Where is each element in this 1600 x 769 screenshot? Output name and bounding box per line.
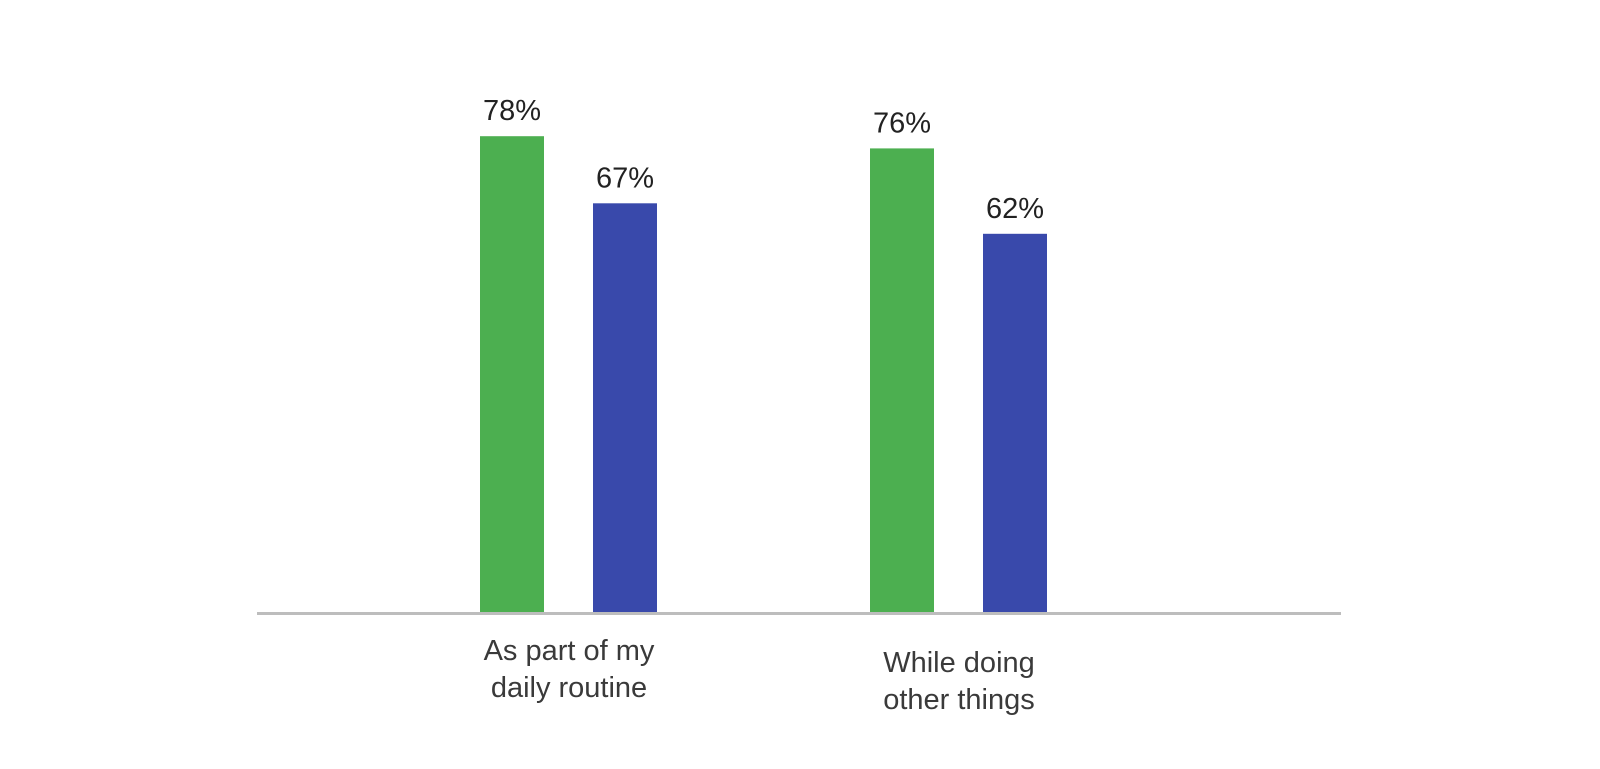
category-labels-layer: As part of my daily routine While doing oth… bbox=[484, 635, 1035, 716]
bar-series1-cat2 bbox=[870, 148, 934, 612]
x-tick-label-cat1-line2: daily routine bbox=[491, 672, 647, 704]
x-tick-label-cat2-line1: While doing bbox=[883, 647, 1035, 679]
x-tick-label-cat2-line2: other things bbox=[883, 684, 1035, 716]
data-label-series1-cat2: 76% bbox=[873, 107, 931, 139]
bars-layer bbox=[480, 136, 1047, 613]
bar-series2-cat1 bbox=[593, 203, 657, 613]
value-labels-layer: 78% 76% 67% 62% bbox=[483, 95, 1044, 225]
data-label-series2-cat2: 62% bbox=[986, 193, 1044, 225]
data-label-series2-cat1: 67% bbox=[596, 162, 654, 194]
bar-series2-cat2 bbox=[983, 233, 1047, 613]
data-label-series1-cat1: 78% bbox=[483, 95, 541, 127]
bar-series1-cat1 bbox=[480, 136, 544, 612]
x-tick-label-cat1-line1: As part of my bbox=[484, 635, 655, 667]
